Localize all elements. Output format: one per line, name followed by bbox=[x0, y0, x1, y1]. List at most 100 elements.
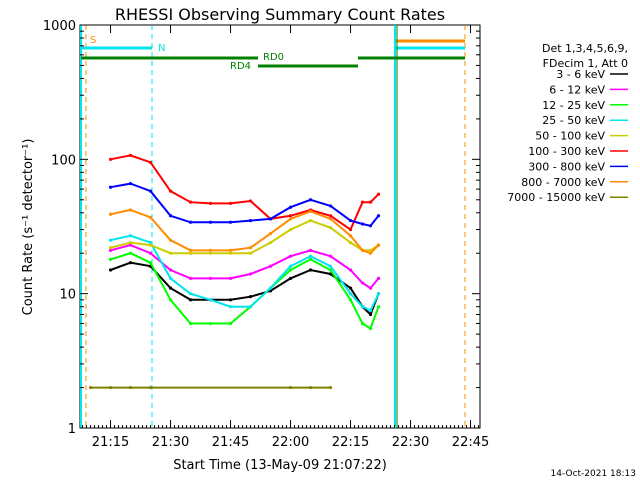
x-tick-label: 21:30 bbox=[152, 435, 189, 450]
data-point bbox=[348, 234, 353, 238]
legend-entry: 25 - 50 keV bbox=[542, 114, 605, 127]
data-point bbox=[168, 298, 173, 302]
timestamp: 14-Oct-2021 18:13 bbox=[551, 469, 636, 479]
data-point bbox=[248, 246, 253, 250]
y-tick-label: 1000 bbox=[43, 19, 76, 34]
data-point bbox=[308, 209, 313, 213]
data-point bbox=[188, 276, 193, 280]
data-point bbox=[188, 292, 193, 296]
legend-entry: 800 - 7000 keV bbox=[521, 176, 605, 189]
data-point bbox=[168, 238, 173, 242]
series-line bbox=[110, 261, 380, 317]
data-point bbox=[248, 295, 253, 299]
data-point bbox=[328, 264, 333, 268]
series-8 bbox=[88, 385, 333, 390]
data-point bbox=[348, 218, 353, 223]
data-point bbox=[148, 243, 153, 247]
data-point bbox=[308, 218, 313, 223]
data-point bbox=[228, 201, 233, 205]
legend-entry: 12 - 25 keV bbox=[542, 99, 605, 112]
data-point bbox=[308, 254, 313, 258]
data-point bbox=[208, 220, 213, 224]
data-point bbox=[368, 224, 373, 228]
series-layer bbox=[88, 153, 381, 390]
data-point bbox=[328, 204, 333, 208]
data-point bbox=[248, 272, 253, 276]
data-point bbox=[376, 243, 381, 247]
series-line bbox=[110, 252, 380, 331]
data-point bbox=[168, 276, 173, 280]
data-point bbox=[376, 214, 381, 218]
data-point bbox=[348, 240, 353, 245]
x-tick-label: 21:45 bbox=[212, 435, 249, 450]
data-point bbox=[128, 208, 133, 212]
data-point bbox=[228, 276, 233, 280]
series-line bbox=[110, 154, 380, 232]
data-point bbox=[328, 268, 333, 272]
series-line bbox=[110, 234, 380, 312]
data-point bbox=[348, 298, 353, 302]
data-point bbox=[108, 157, 113, 161]
data-point bbox=[268, 240, 273, 245]
x-tick-label: 22:45 bbox=[452, 435, 489, 450]
data-point bbox=[368, 286, 373, 290]
x-tick-label: 22:30 bbox=[392, 435, 429, 450]
series-7 bbox=[108, 208, 381, 255]
data-point bbox=[168, 214, 173, 218]
data-point bbox=[368, 308, 373, 313]
data-point bbox=[360, 200, 365, 204]
data-point bbox=[368, 200, 373, 204]
data-point bbox=[168, 251, 173, 255]
data-point bbox=[360, 222, 365, 226]
series-0 bbox=[108, 261, 381, 317]
data-point bbox=[208, 276, 213, 280]
chart-title: RHESSI Observing Summary Count Rates bbox=[115, 5, 445, 24]
data-point bbox=[328, 226, 333, 230]
data-point bbox=[360, 248, 365, 252]
data-point bbox=[108, 248, 113, 252]
data-point bbox=[288, 217, 293, 221]
data-point bbox=[368, 312, 373, 317]
data-point bbox=[328, 385, 333, 390]
y-axis: 1 10 100 1000 bbox=[43, 19, 480, 437]
data-point bbox=[148, 251, 153, 255]
legend-entry: 7000 - 15000 keV bbox=[507, 191, 605, 204]
data-point bbox=[360, 321, 365, 326]
data-point bbox=[188, 200, 193, 204]
data-point bbox=[128, 153, 133, 157]
data-point bbox=[128, 240, 133, 245]
x-tick-label: 21:15 bbox=[92, 435, 129, 450]
legend-header: Det 1,3,4,5,6,9, bbox=[542, 42, 628, 55]
data-point bbox=[128, 243, 133, 247]
series-line bbox=[110, 219, 380, 255]
data-point bbox=[376, 276, 381, 280]
data-point bbox=[108, 385, 113, 390]
data-point bbox=[128, 234, 133, 238]
data-point bbox=[328, 214, 333, 218]
legend-header: FDecim 1, Att 0 bbox=[543, 57, 628, 70]
data-point bbox=[228, 248, 233, 252]
legend-entry: 6 - 12 keV bbox=[549, 83, 605, 96]
data-point bbox=[360, 281, 365, 285]
series-6 bbox=[108, 181, 381, 228]
data-point bbox=[168, 189, 173, 193]
data-point bbox=[228, 220, 233, 224]
y-tick-label: 1 bbox=[68, 422, 76, 437]
data-point bbox=[228, 305, 233, 309]
data-point bbox=[108, 212, 113, 216]
flags-layer: S N RD0 RD4 bbox=[80, 25, 466, 428]
data-point bbox=[188, 298, 193, 302]
legend-entry: 50 - 100 keV bbox=[535, 130, 605, 143]
data-point bbox=[208, 298, 213, 302]
data-point bbox=[248, 218, 253, 223]
data-point bbox=[288, 276, 293, 280]
x-tick-label: 22:15 bbox=[332, 435, 369, 450]
data-point bbox=[308, 268, 313, 272]
data-point bbox=[308, 385, 313, 390]
data-point bbox=[348, 286, 353, 290]
legend: Det 1,3,4,5,6,9, FDecim 1, Att 03 - 6 keV… bbox=[507, 42, 628, 204]
data-point bbox=[376, 305, 381, 309]
data-point bbox=[228, 321, 233, 326]
data-point bbox=[148, 240, 153, 245]
